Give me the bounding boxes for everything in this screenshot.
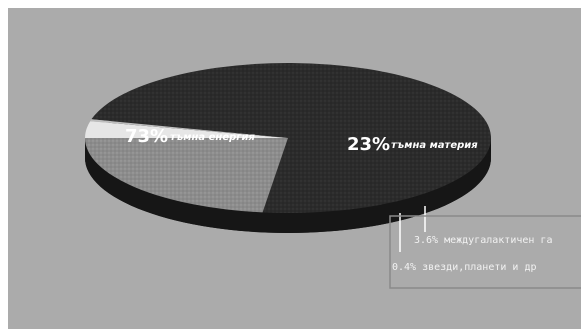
slice-label-name-dark-matter: тъмна материя — [391, 140, 478, 151]
slice-stars-planets — [90, 119, 288, 138]
slice-dark-energy — [91, 62, 491, 213]
frame-top — [0, 0, 581, 8]
slice-label-name-dark-energy: тъмна енергия — [170, 132, 255, 143]
slice-label-percent-dark-energy: 73% — [125, 126, 168, 147]
frame-left — [0, 0, 8, 329]
callout-box — [389, 215, 581, 289]
slice-label-percent-dark-matter: 23% — [347, 134, 390, 155]
callout-text-stars-planets: 0.4% звезди,планети и др — [392, 262, 537, 273]
callout-text-intergalactic-gas: 3.6% междугалактичен га — [414, 235, 552, 246]
slice-intergalactic-gas — [85, 121, 288, 138]
slice-dark-matter — [85, 138, 288, 213]
